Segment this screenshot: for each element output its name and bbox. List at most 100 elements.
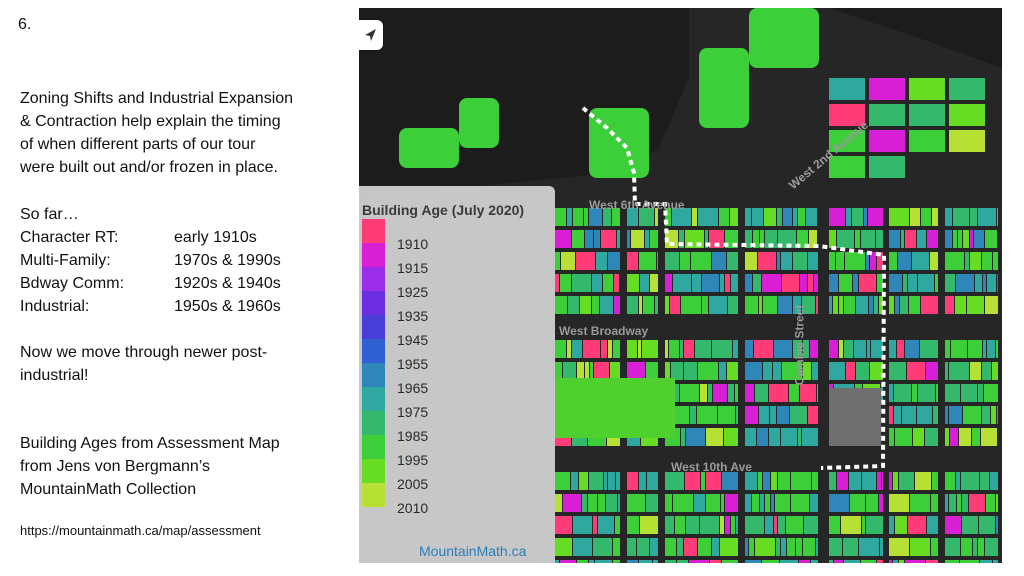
grey-block bbox=[829, 388, 881, 446]
parcel bbox=[593, 516, 597, 534]
intro-line: & Contraction help explain the timing bbox=[20, 113, 281, 130]
parcel bbox=[686, 428, 705, 446]
parcel bbox=[866, 252, 869, 270]
parcel bbox=[921, 296, 938, 314]
shore-parcel bbox=[699, 48, 749, 128]
parcel bbox=[778, 472, 790, 490]
parcel bbox=[844, 340, 853, 358]
parcel bbox=[933, 406, 938, 424]
parcel bbox=[572, 340, 582, 358]
parcel bbox=[843, 538, 858, 556]
parcel bbox=[996, 340, 998, 358]
parcel bbox=[568, 296, 579, 314]
parcel bbox=[590, 362, 593, 380]
parcel bbox=[600, 296, 613, 314]
parcel bbox=[962, 494, 968, 512]
parcel bbox=[755, 384, 768, 402]
parcel bbox=[829, 252, 835, 270]
parcel bbox=[978, 538, 984, 556]
parcel bbox=[950, 428, 958, 446]
parcel bbox=[712, 538, 719, 556]
parcel bbox=[790, 406, 807, 424]
period-years: early 1910s bbox=[174, 229, 257, 246]
parcel bbox=[945, 296, 954, 314]
period-years: 1970s & 1990s bbox=[174, 252, 281, 269]
legend-swatch bbox=[362, 219, 385, 243]
parcel bbox=[603, 208, 611, 226]
parcel bbox=[808, 252, 818, 270]
parcel bbox=[671, 362, 683, 380]
parcel bbox=[803, 340, 809, 358]
parcel bbox=[905, 340, 919, 358]
parcel bbox=[800, 274, 807, 292]
parcel bbox=[573, 516, 592, 534]
parcel bbox=[579, 472, 588, 490]
parcel bbox=[782, 362, 802, 380]
parcel bbox=[982, 252, 992, 270]
parcel bbox=[627, 230, 630, 248]
parcel bbox=[877, 274, 883, 292]
parcel bbox=[829, 538, 842, 556]
parcel bbox=[613, 340, 620, 358]
period-area: Multi-Family: bbox=[20, 252, 111, 269]
parcel bbox=[781, 538, 786, 556]
parcel bbox=[936, 384, 938, 402]
parcel bbox=[956, 472, 960, 490]
parcel bbox=[572, 230, 584, 248]
parcel bbox=[610, 362, 620, 380]
parcel bbox=[725, 516, 730, 534]
parcel bbox=[777, 208, 782, 226]
parcel bbox=[724, 428, 738, 446]
parcel bbox=[698, 362, 718, 380]
parcel bbox=[803, 362, 811, 380]
source-paragraph: Building Ages from Assessment Map from J… bbox=[20, 432, 320, 501]
slide-number: 6. bbox=[18, 16, 32, 33]
parcel bbox=[567, 208, 572, 226]
parcel bbox=[728, 384, 734, 402]
next-paragraph: Now we move through newer post- industri… bbox=[20, 341, 320, 387]
parcel bbox=[970, 230, 973, 248]
parcel bbox=[908, 274, 917, 292]
parcel bbox=[853, 274, 858, 292]
parcel bbox=[861, 560, 876, 563]
parcel bbox=[594, 362, 609, 380]
source-url[interactable]: https://mountainmath.ca/map/assessment bbox=[20, 523, 261, 538]
legend-label: 2010 bbox=[397, 500, 429, 516]
parcel bbox=[665, 296, 669, 314]
parcel bbox=[669, 340, 679, 358]
parcel bbox=[899, 560, 904, 563]
parcel bbox=[627, 516, 639, 534]
legend-swatch bbox=[362, 243, 385, 267]
parcel bbox=[889, 516, 894, 534]
mountainmath-attribution[interactable]: MountainMath.ca bbox=[419, 543, 527, 559]
parcel bbox=[719, 208, 729, 226]
parcel bbox=[949, 362, 969, 380]
parcel bbox=[877, 252, 883, 270]
parcel bbox=[608, 252, 620, 270]
locate-button[interactable] bbox=[359, 20, 383, 50]
parcel bbox=[862, 472, 876, 490]
parcel bbox=[780, 560, 798, 563]
map-canvas[interactable] bbox=[359, 8, 1002, 563]
building-age-map[interactable]: West 6th Avenue West 2nd Avenue West Bro… bbox=[359, 8, 1002, 563]
parcel bbox=[643, 296, 654, 314]
parcel bbox=[915, 472, 931, 490]
parcel bbox=[866, 516, 883, 534]
parcel bbox=[846, 208, 851, 226]
parcel bbox=[712, 252, 726, 270]
parcel bbox=[910, 494, 930, 512]
parcel bbox=[769, 428, 780, 446]
parcel bbox=[573, 538, 592, 556]
parcel bbox=[665, 274, 672, 292]
parcel bbox=[583, 340, 600, 358]
source-line: Building Ages from Assessment Map bbox=[20, 435, 280, 452]
parcel bbox=[985, 230, 997, 248]
parcel bbox=[909, 296, 920, 314]
street-label-cambie: Cambie Street bbox=[792, 304, 807, 386]
parcel bbox=[733, 340, 738, 358]
parcel bbox=[975, 274, 982, 292]
legend-swatch bbox=[362, 315, 385, 339]
parcel bbox=[981, 428, 997, 446]
parcel bbox=[852, 208, 863, 226]
parcel bbox=[912, 384, 917, 402]
